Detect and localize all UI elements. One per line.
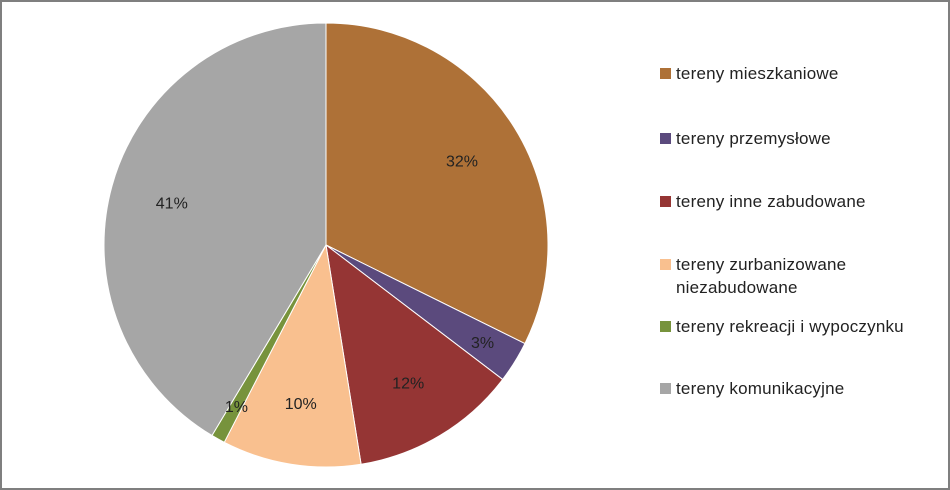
legend-label: tereny zurbanizowane niezabudowane (676, 255, 847, 297)
legend-label: tereny komunikacyjne (676, 379, 845, 398)
data-label-tereny-inne-zabudowane: 12% (392, 375, 424, 392)
legend-item-tereny-zurbanizowane-niezabudowane: tereny zurbanizowane niezabudowane (660, 253, 890, 299)
pie-slice-tereny-zurbanizowane-niezabudowane (223, 243, 362, 468)
legend-label: tereny mieszkaniowe (676, 64, 839, 83)
legend-item-tereny-komunikacyjne: tereny komunikacyjne (660, 377, 844, 400)
legend-label: tereny inne zabudowane (676, 192, 866, 211)
pie-slice-tereny-komunikacyjne (103, 22, 327, 437)
pie-slice-tereny-mieszkaniowe (325, 22, 549, 345)
data-label-tereny-komunikacyjne: 41% (156, 195, 188, 212)
legend-item-tereny-przemyslowe: tereny przemysłowe (660, 127, 831, 150)
data-label-tereny-przemyslowe: 3% (471, 335, 494, 352)
legend-label: tereny przemysłowe (676, 129, 831, 148)
legend-swatch (660, 259, 671, 270)
pie-slice-tereny-inne-zabudowane (325, 243, 504, 465)
legend-item-tereny-mieszkaniowe: tereny mieszkaniowe (660, 62, 839, 85)
legend-swatch (660, 68, 671, 79)
data-label-tereny-mieszkaniowe: 32% (446, 154, 478, 171)
legend-item-tereny-rekreacji-i-wypoczynku: tereny rekreacji i wypoczynku (660, 315, 904, 338)
legend-swatch (660, 196, 671, 207)
legend-swatch (660, 133, 671, 144)
legend-swatch (660, 383, 671, 394)
data-label-tereny-zurbanizowane-niezabudowane: 10% (285, 396, 317, 413)
legend-swatch (660, 321, 671, 332)
pie-data-labels: 32% 3% 12% 10% 1% 41% (156, 154, 494, 416)
legend-item-tereny-inne-zabudowane: tereny inne zabudowane (660, 190, 866, 213)
legend-label: tereny rekreacji i wypoczynku (676, 317, 904, 336)
data-label-tereny-rekreacji-i-wypoczynku: 1% (225, 399, 248, 416)
pie-slices (103, 22, 549, 468)
